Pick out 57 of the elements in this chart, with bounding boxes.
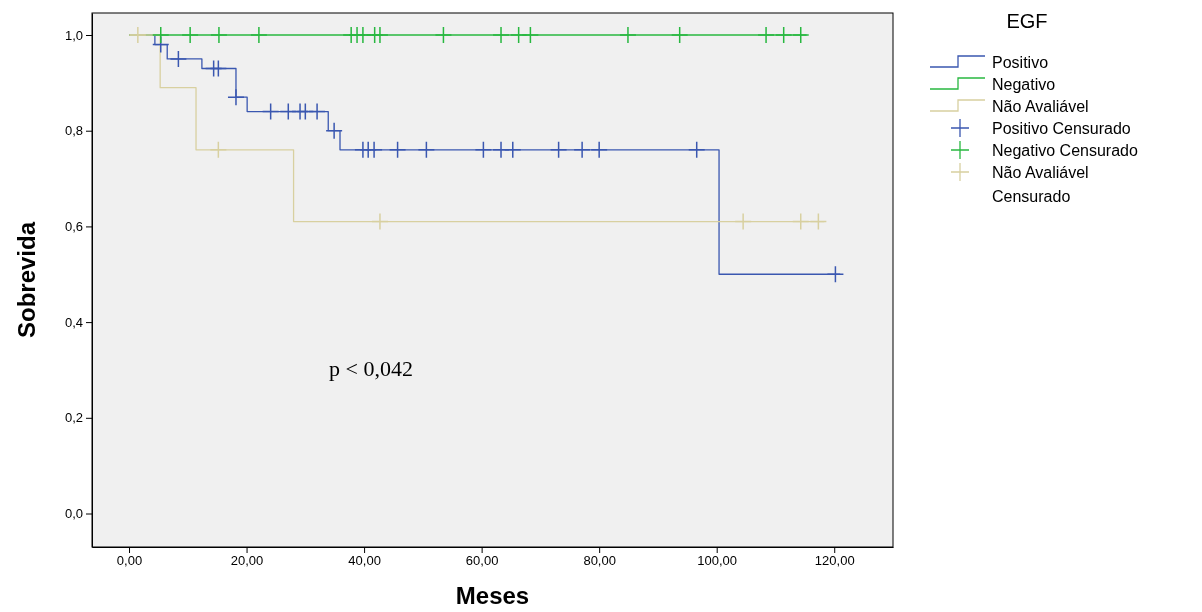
x-tick-label: 80,00 [583,553,616,569]
point [791,212,810,231]
point [670,26,689,44]
legend-label: Não Avaliável [992,98,1089,115]
point [619,26,637,44]
x-axis-title: Meses [455,582,530,609]
x-tick-label: 20,00 [230,553,264,569]
point [757,26,775,44]
point [181,26,199,44]
x-tick-label: 100,00 [697,553,738,569]
point [210,26,228,44]
point [325,121,343,140]
y-tick-label: 0,6 [64,219,83,235]
point [417,141,436,159]
x-tick-label: 60,00 [465,553,499,569]
point [227,88,245,106]
point [209,59,228,78]
point [504,141,522,159]
legend-label: Positivo Censurado [992,120,1131,137]
point [365,141,383,159]
point [826,265,845,284]
point [371,26,389,44]
point [521,26,540,44]
point [590,141,608,159]
point [152,26,170,44]
legend-label: Negativo [992,76,1056,93]
y-axis-title: Sobrevida [13,221,40,339]
y-tick-label: 0,8 [64,123,83,139]
legend-label: Não Avaliável Censurado [992,164,1089,205]
legend-label: Negativo Censurado [992,142,1138,159]
x-tick-label: 0,00 [116,553,143,569]
point [774,26,793,44]
point [687,141,706,159]
point [261,102,280,121]
point [371,212,389,231]
y-tick-label: 0,2 [64,410,83,426]
y-tick-label: 0,0 [64,506,83,522]
legend-label: Positivo [992,54,1049,71]
point [434,26,453,44]
annotation: p < 0,042 [329,356,413,381]
point [809,212,828,231]
legend-title: EGF [1006,10,1048,32]
y-tick-label: 0,4 [64,314,83,330]
point [492,26,510,44]
point [169,50,188,68]
y-tick-label: 1,0 [64,27,83,43]
point [474,141,493,159]
point [209,141,228,159]
point [549,141,568,159]
x-tick-label: 40,00 [348,553,381,569]
point [734,212,752,231]
point [573,141,591,159]
point [791,26,810,44]
point [308,102,326,121]
point [388,141,407,159]
x-tick-label: 120,00 [814,553,855,569]
point [250,26,268,44]
